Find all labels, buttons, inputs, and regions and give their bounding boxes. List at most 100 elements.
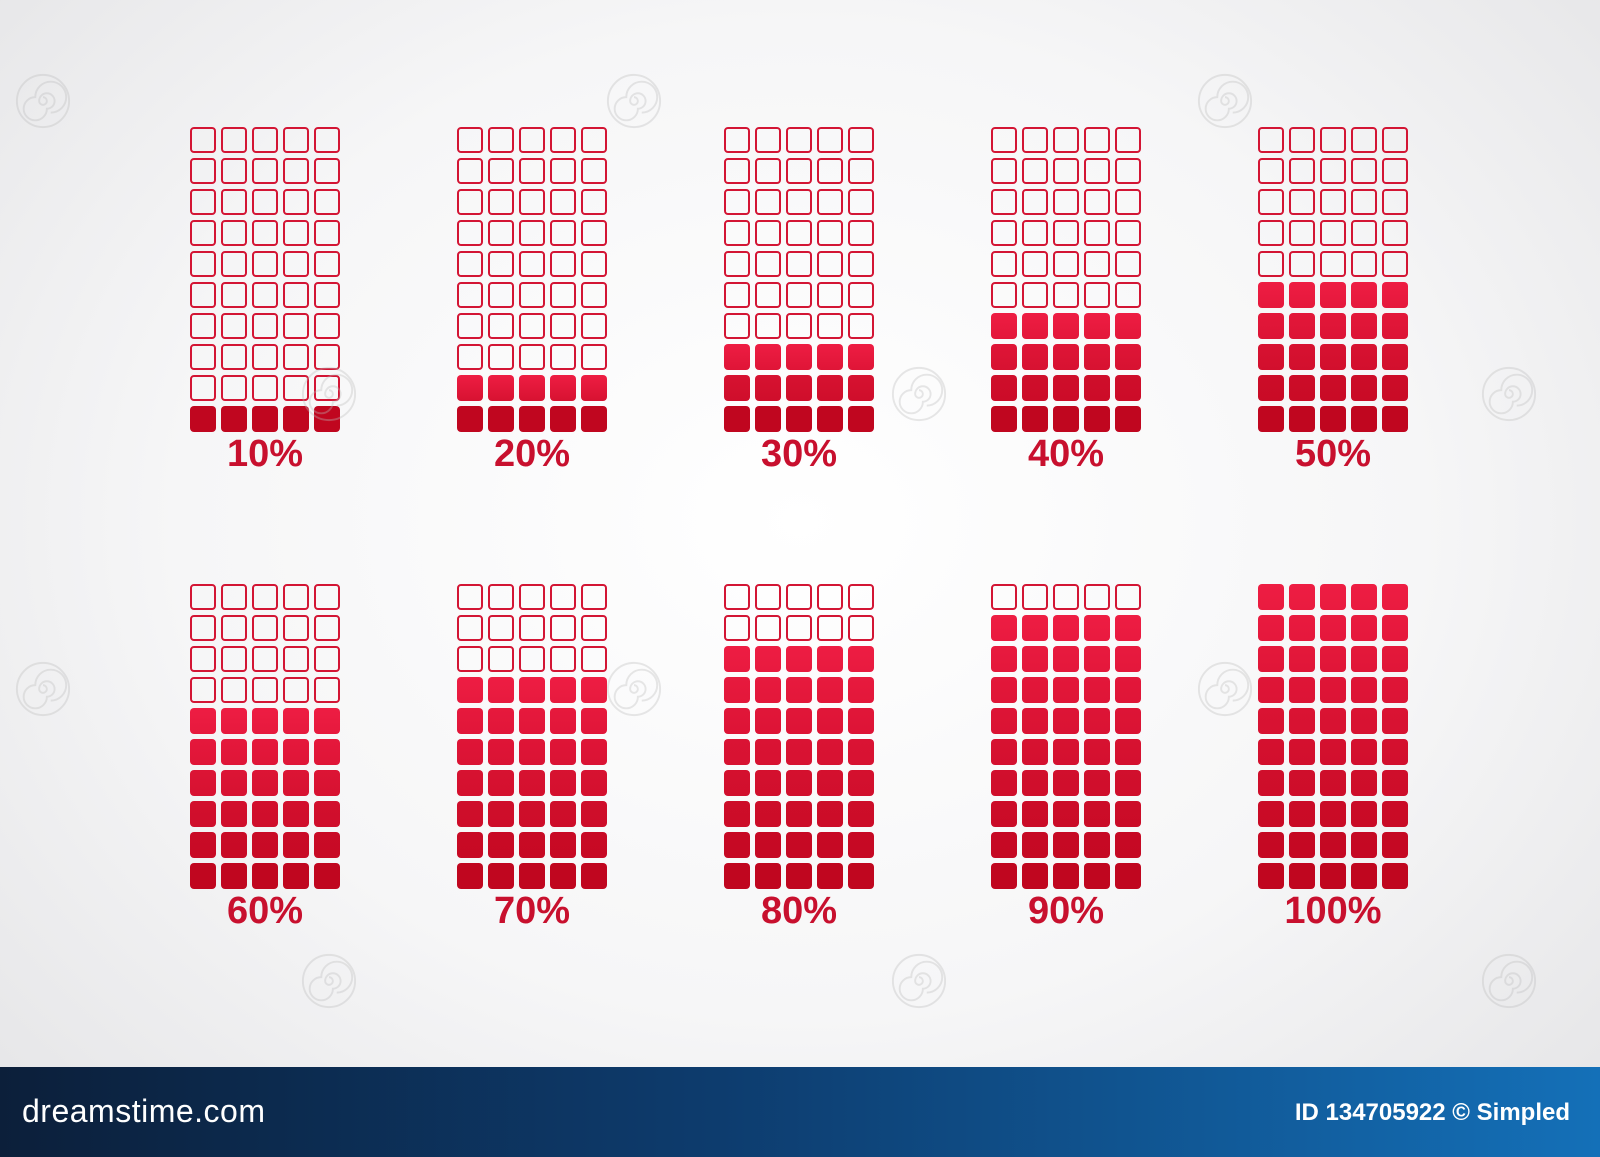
empty-square [755, 615, 781, 641]
filled-square [724, 375, 750, 401]
empty-square [581, 158, 607, 184]
filled-square [1351, 406, 1377, 432]
filled-square [817, 406, 843, 432]
empty-square [581, 584, 607, 610]
empty-square [283, 677, 309, 703]
filled-square [488, 406, 514, 432]
filled-square [724, 770, 750, 796]
filled-square [550, 406, 576, 432]
filled-square [1382, 832, 1408, 858]
filled-square [991, 344, 1017, 370]
empty-square [1115, 127, 1141, 153]
empty-square [550, 282, 576, 308]
filled-square [190, 801, 216, 827]
empty-square [1053, 127, 1079, 153]
empty-square [457, 251, 483, 277]
empty-square [283, 189, 309, 215]
square-grid [1258, 127, 1408, 432]
empty-square [1115, 220, 1141, 246]
filled-square [848, 739, 874, 765]
empty-square [786, 584, 812, 610]
percent-gauge: 100% [1258, 584, 1408, 932]
filled-square [1084, 708, 1110, 734]
filled-square [550, 677, 576, 703]
filled-square [550, 375, 576, 401]
filled-square [581, 406, 607, 432]
empty-square [488, 584, 514, 610]
filled-square [1351, 801, 1377, 827]
filled-square [221, 863, 247, 889]
filled-square [1022, 615, 1048, 641]
filled-square [1382, 863, 1408, 889]
empty-square [457, 646, 483, 672]
empty-square [817, 584, 843, 610]
spiral-watermark-icon [1481, 953, 1537, 1009]
empty-square [724, 251, 750, 277]
filled-square [457, 375, 483, 401]
filled-square [724, 708, 750, 734]
empty-square [488, 615, 514, 641]
filled-square [1351, 344, 1377, 370]
filled-square [550, 832, 576, 858]
empty-square [519, 344, 545, 370]
empty-square [314, 677, 340, 703]
filled-square [283, 708, 309, 734]
empty-square [1289, 251, 1315, 277]
percent-label: 60% [226, 890, 304, 932]
empty-square [1053, 584, 1079, 610]
filled-square [519, 677, 545, 703]
infographic-canvas: 10% 20% 30% 40% 50% 60% 70% 80% 90% 100% [190, 127, 1408, 932]
empty-square [190, 344, 216, 370]
filled-square [1258, 584, 1284, 610]
empty-square [519, 158, 545, 184]
empty-square [581, 344, 607, 370]
empty-square [190, 127, 216, 153]
filled-square [314, 770, 340, 796]
spiral-watermark-icon [1197, 73, 1253, 129]
filled-square [1115, 313, 1141, 339]
empty-square [519, 646, 545, 672]
empty-square [817, 220, 843, 246]
filled-square [252, 708, 278, 734]
empty-square [1022, 158, 1048, 184]
filled-square [550, 708, 576, 734]
empty-square [252, 282, 278, 308]
empty-square [221, 646, 247, 672]
empty-square [848, 251, 874, 277]
empty-square [190, 220, 216, 246]
empty-square [190, 584, 216, 610]
empty-square [283, 158, 309, 184]
filled-square [252, 739, 278, 765]
filled-square [581, 801, 607, 827]
filled-square [488, 375, 514, 401]
empty-square [519, 189, 545, 215]
empty-square [190, 615, 216, 641]
filled-square [755, 406, 781, 432]
filled-square [1053, 863, 1079, 889]
filled-square [581, 739, 607, 765]
filled-square [724, 863, 750, 889]
filled-square [1320, 677, 1346, 703]
empty-square [550, 584, 576, 610]
empty-square [190, 375, 216, 401]
empty-square [1351, 158, 1377, 184]
filled-square [991, 615, 1017, 641]
filled-square [991, 406, 1017, 432]
filled-square [1084, 344, 1110, 370]
empty-square [314, 584, 340, 610]
empty-square [848, 282, 874, 308]
filled-square [1115, 863, 1141, 889]
filled-square [1382, 375, 1408, 401]
filled-square [1022, 708, 1048, 734]
empty-square [1382, 189, 1408, 215]
filled-square [550, 739, 576, 765]
filled-square [786, 739, 812, 765]
filled-square [519, 770, 545, 796]
empty-square [786, 220, 812, 246]
empty-square [252, 127, 278, 153]
filled-square [1351, 584, 1377, 610]
filled-square [283, 406, 309, 432]
spiral-watermark-icon [606, 73, 662, 129]
percent-gauge: 40% [991, 127, 1141, 475]
filled-square [848, 832, 874, 858]
